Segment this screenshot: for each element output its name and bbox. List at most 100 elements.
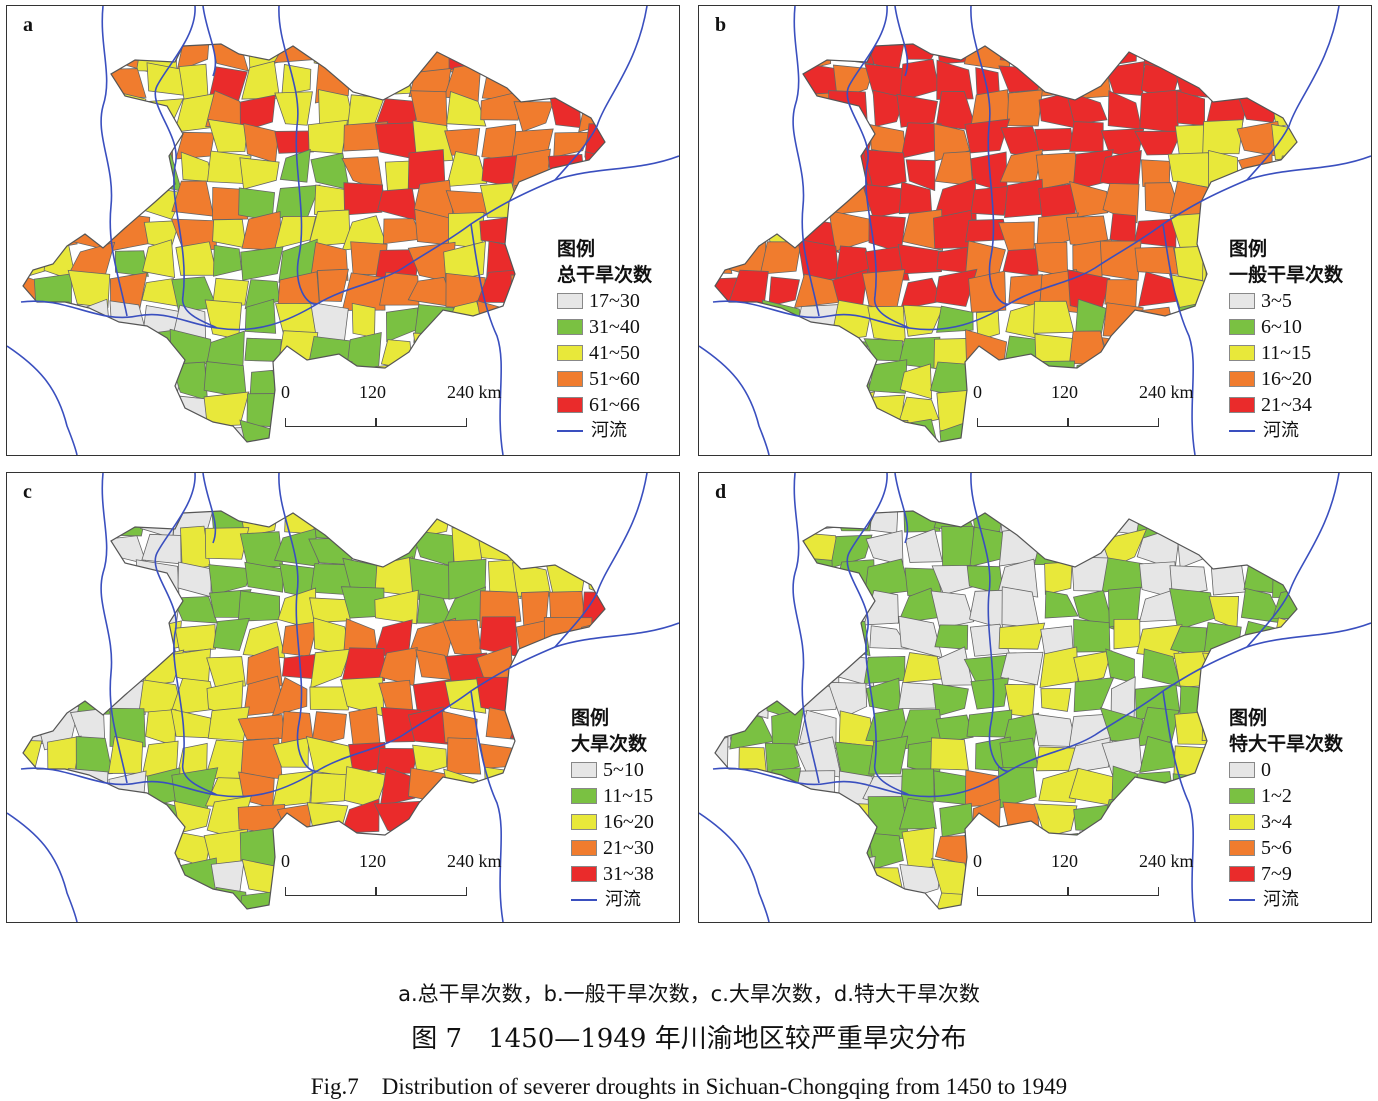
county-region — [578, 7, 624, 43]
county-region — [385, 307, 419, 343]
county-region — [902, 209, 943, 251]
county-region — [831, 7, 874, 42]
county-region — [763, 181, 800, 211]
county-region — [70, 364, 108, 395]
county-region — [516, 647, 557, 683]
county-region — [77, 449, 113, 455]
county-region — [797, 796, 836, 838]
county-region — [1341, 93, 1371, 128]
county-region — [106, 566, 141, 596]
county-region — [141, 533, 182, 565]
county-region — [217, 6, 248, 30]
county-region — [114, 250, 149, 277]
county-region — [803, 916, 837, 922]
legend-swatch — [1229, 840, 1255, 856]
county-region — [1339, 829, 1371, 864]
county-region — [1134, 246, 1180, 275]
county-region — [998, 622, 1046, 650]
county-region — [797, 364, 840, 397]
river-line — [699, 345, 770, 455]
county-region — [310, 711, 347, 748]
legend-item: 7~9 — [1229, 861, 1343, 887]
county-region — [1167, 152, 1215, 189]
map-panel-a: a 图例 总干旱次数 17~30 31~40 41~50 51~60 61~66 河流 0… — [6, 5, 680, 456]
county-region — [1036, 44, 1076, 70]
county-region — [579, 918, 625, 922]
region-outline — [714, 43, 1298, 443]
county-region — [763, 389, 798, 432]
county-region — [1338, 862, 1371, 897]
county-region — [548, 530, 587, 562]
county-region — [237, 590, 281, 622]
scale-tick-240: 240 km — [1139, 851, 1194, 871]
legend-label: 0 — [1261, 759, 1271, 781]
county-region — [307, 119, 349, 155]
county-region — [1238, 59, 1281, 103]
county-region — [102, 6, 137, 40]
county-region — [1239, 649, 1283, 684]
county-region — [1205, 6, 1249, 32]
county-region — [1073, 618, 1111, 653]
county-region — [652, 92, 679, 125]
legend-swatch — [1229, 762, 1255, 778]
legend-swatch — [1229, 397, 1255, 413]
legend-item: 21~30 — [571, 835, 654, 861]
county-region — [647, 6, 679, 42]
county-region — [796, 836, 832, 863]
county-region — [830, 391, 876, 430]
legend-label-river: 河流 — [1263, 889, 1299, 910]
county-region — [1272, 44, 1297, 73]
county-region — [1340, 476, 1371, 509]
county-region — [765, 796, 803, 836]
county-region — [109, 365, 151, 399]
county-region — [898, 615, 943, 659]
county-region — [34, 65, 77, 104]
county-region — [1278, 511, 1297, 532]
county-region — [794, 390, 836, 431]
legend-item: 41~50 — [557, 340, 652, 366]
county-region — [1342, 719, 1371, 743]
county-region — [512, 213, 556, 244]
river-line — [470, 223, 504, 455]
county-region — [23, 127, 47, 159]
county-region — [872, 89, 906, 128]
county-region — [182, 473, 215, 499]
county-region — [23, 422, 43, 442]
county-region — [801, 473, 837, 506]
county-region — [37, 301, 83, 334]
county-region — [794, 770, 836, 802]
county-region — [1137, 474, 1179, 501]
county-region — [1339, 562, 1371, 591]
region-outline — [22, 510, 606, 910]
county-region — [76, 564, 113, 600]
county-region — [1000, 651, 1044, 686]
county-region — [280, 451, 318, 455]
county-region — [897, 244, 944, 275]
county-region — [309, 686, 351, 711]
county-region — [244, 298, 277, 334]
county-region — [37, 150, 75, 188]
county-region — [863, 892, 902, 909]
county-region — [1210, 559, 1247, 596]
county-region — [35, 511, 77, 533]
county-region — [735, 557, 773, 595]
county-region — [68, 656, 112, 685]
county-region — [1314, 473, 1345, 509]
county-region — [373, 800, 422, 839]
county-region — [38, 916, 75, 922]
county-region — [1339, 745, 1371, 775]
county-region — [35, 217, 78, 252]
river-line-swatch — [1229, 430, 1255, 432]
river-line — [100, 473, 128, 784]
county-region — [657, 677, 679, 712]
county-region — [105, 615, 148, 652]
county-region — [1309, 627, 1351, 659]
county-region — [998, 221, 1035, 252]
county-region — [306, 802, 349, 835]
legend-swatch — [1229, 866, 1255, 882]
legend-swatch — [557, 345, 583, 361]
county-region — [23, 587, 46, 629]
county-region — [728, 654, 774, 686]
legend-item: 11~15 — [571, 783, 654, 809]
legend-item: 17~30 — [557, 288, 652, 314]
